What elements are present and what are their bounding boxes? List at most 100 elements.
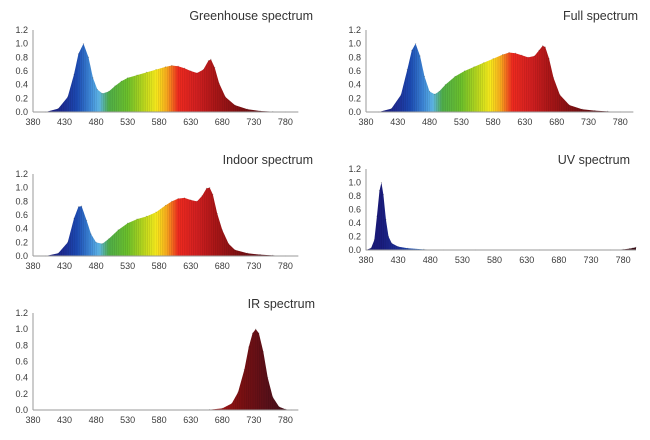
data-point xyxy=(533,55,536,57)
chart-0-plot: 0.0 0.2 0.4 0.6 0.8 1.0 1.2 380 430 480 530 580 630 6… xyxy=(15,25,299,127)
x-tick-label: 580 xyxy=(152,261,167,271)
panel-ir: IR spectrum xyxy=(248,297,315,311)
x-tick-label: 780 xyxy=(278,415,293,425)
x-tick-label: 430 xyxy=(391,255,406,265)
data-point xyxy=(120,80,122,82)
data-point xyxy=(251,332,254,334)
y-tick-label: 1.0 xyxy=(348,39,361,49)
y-tick-label: 0.2 xyxy=(348,232,361,242)
data-point xyxy=(284,408,286,410)
x-tick-label: 730 xyxy=(246,261,261,271)
y-tick-label: 0.8 xyxy=(15,52,28,62)
data-point xyxy=(67,96,69,98)
x-tick-label: 430 xyxy=(57,117,72,127)
data-point xyxy=(434,93,436,95)
y-tick-label: 0.6 xyxy=(15,66,28,76)
data-point xyxy=(87,56,90,58)
chart-4-plot: 0.0 0.2 0.4 0.6 0.8 1.0 1.2 380 430 480 530 580 630 6… xyxy=(15,308,299,425)
data-point xyxy=(183,67,186,69)
y-tick-label: 0.6 xyxy=(15,210,28,220)
data-point xyxy=(202,69,204,71)
x-tick-label: 630 xyxy=(183,117,198,127)
data-point xyxy=(127,77,129,79)
chart-title: UV spectrum xyxy=(558,153,630,167)
spectrum-area xyxy=(197,329,298,410)
data-point xyxy=(414,43,417,45)
data-point xyxy=(108,238,110,240)
y-tick-label: 0.2 xyxy=(15,389,28,399)
chart-title: IR spectrum xyxy=(248,297,315,311)
y-tick-label: 0.2 xyxy=(15,237,28,247)
data-point xyxy=(196,72,198,74)
data-point xyxy=(514,52,516,54)
data-point xyxy=(101,243,104,245)
data-point xyxy=(231,402,233,405)
x-tick-label: 730 xyxy=(583,255,598,265)
x-tick-label: 780 xyxy=(278,117,293,127)
x-tick-label: 630 xyxy=(517,117,532,127)
data-point xyxy=(127,222,129,224)
x-tick-label: 530 xyxy=(454,117,469,127)
data-point xyxy=(521,54,523,56)
data-point xyxy=(224,96,227,98)
chart-1-plot: 0.0 0.2 0.4 0.6 0.8 1.0 1.2 380 430 480 530 580 630 6… xyxy=(348,25,634,127)
data-point xyxy=(387,235,390,238)
data-point xyxy=(201,195,203,197)
y-tick-label: 1.2 xyxy=(348,25,361,35)
x-tick-label: 480 xyxy=(89,117,104,127)
data-point xyxy=(559,94,561,96)
data-point xyxy=(542,45,544,47)
x-tick-label: 530 xyxy=(120,415,135,425)
x-tick-label: 680 xyxy=(215,117,230,127)
y-tick-label: 0.2 xyxy=(15,93,28,103)
data-point xyxy=(258,332,260,334)
data-point xyxy=(406,69,408,71)
data-point xyxy=(262,351,264,353)
y-tick-label: 0.8 xyxy=(15,340,28,350)
data-point xyxy=(237,391,239,393)
x-tick-label: 480 xyxy=(89,415,104,425)
data-point xyxy=(207,60,210,62)
data-point xyxy=(234,249,236,251)
y-tick-label: 1.0 xyxy=(15,183,28,193)
y-tick-label: 0.6 xyxy=(348,66,361,76)
data-point xyxy=(80,205,83,207)
x-tick-label: 680 xyxy=(215,261,230,271)
x-tick-label: 530 xyxy=(120,261,135,271)
x-tick-label: 480 xyxy=(423,255,438,265)
data-point xyxy=(212,193,214,196)
data-point xyxy=(57,252,59,254)
data-point xyxy=(164,66,167,68)
data-point xyxy=(114,85,116,87)
data-point xyxy=(246,252,249,254)
y-tick-label: 0.8 xyxy=(15,196,28,206)
data-point xyxy=(419,55,421,57)
data-point xyxy=(145,71,148,73)
y-tick-label: 1.2 xyxy=(15,169,28,179)
data-point xyxy=(373,239,375,241)
data-point xyxy=(155,69,157,71)
x-tick-label: 680 xyxy=(215,415,230,425)
data-point xyxy=(196,200,198,202)
data-point xyxy=(205,187,208,189)
data-point xyxy=(136,218,138,220)
data-point xyxy=(552,77,555,79)
data-point xyxy=(227,243,230,245)
y-tick-label: 1.0 xyxy=(348,178,361,188)
spectrum-stripes xyxy=(45,43,298,112)
data-point xyxy=(101,92,104,95)
y-tick-label: 1.2 xyxy=(15,308,28,318)
data-point xyxy=(164,204,167,207)
data-point xyxy=(92,77,94,79)
data-point xyxy=(272,396,274,398)
data-point xyxy=(544,46,546,48)
data-point xyxy=(145,215,148,217)
data-point xyxy=(581,108,583,110)
data-point xyxy=(171,200,173,202)
data-point xyxy=(155,211,157,213)
y-tick-label: 0.4 xyxy=(15,373,28,383)
x-tick-label: 630 xyxy=(183,261,198,271)
x-tick-label: 580 xyxy=(152,117,167,127)
y-tick-label: 1.2 xyxy=(348,164,361,174)
